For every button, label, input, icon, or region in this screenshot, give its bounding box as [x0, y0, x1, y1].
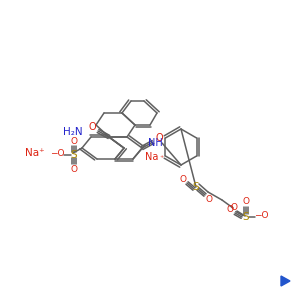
Text: O: O [226, 206, 233, 214]
Text: O: O [206, 194, 212, 203]
Text: O: O [230, 202, 238, 211]
Text: Na: Na [145, 152, 159, 162]
Text: S: S [243, 212, 249, 222]
Text: O: O [155, 133, 163, 143]
Text: Na⁺: Na⁺ [25, 148, 45, 158]
Text: NH: NH [148, 138, 162, 148]
Text: S: S [193, 182, 199, 192]
Text: S: S [71, 150, 77, 160]
Text: H₂N: H₂N [63, 127, 83, 137]
Text: ⁺: ⁺ [159, 154, 163, 163]
Text: O: O [242, 197, 250, 206]
Polygon shape [281, 276, 290, 286]
Text: O: O [179, 175, 187, 184]
Text: −O: −O [50, 149, 64, 158]
Text: O: O [70, 136, 77, 146]
Text: O: O [88, 122, 96, 132]
Text: O: O [70, 164, 77, 173]
Text: −O: −O [254, 212, 268, 220]
